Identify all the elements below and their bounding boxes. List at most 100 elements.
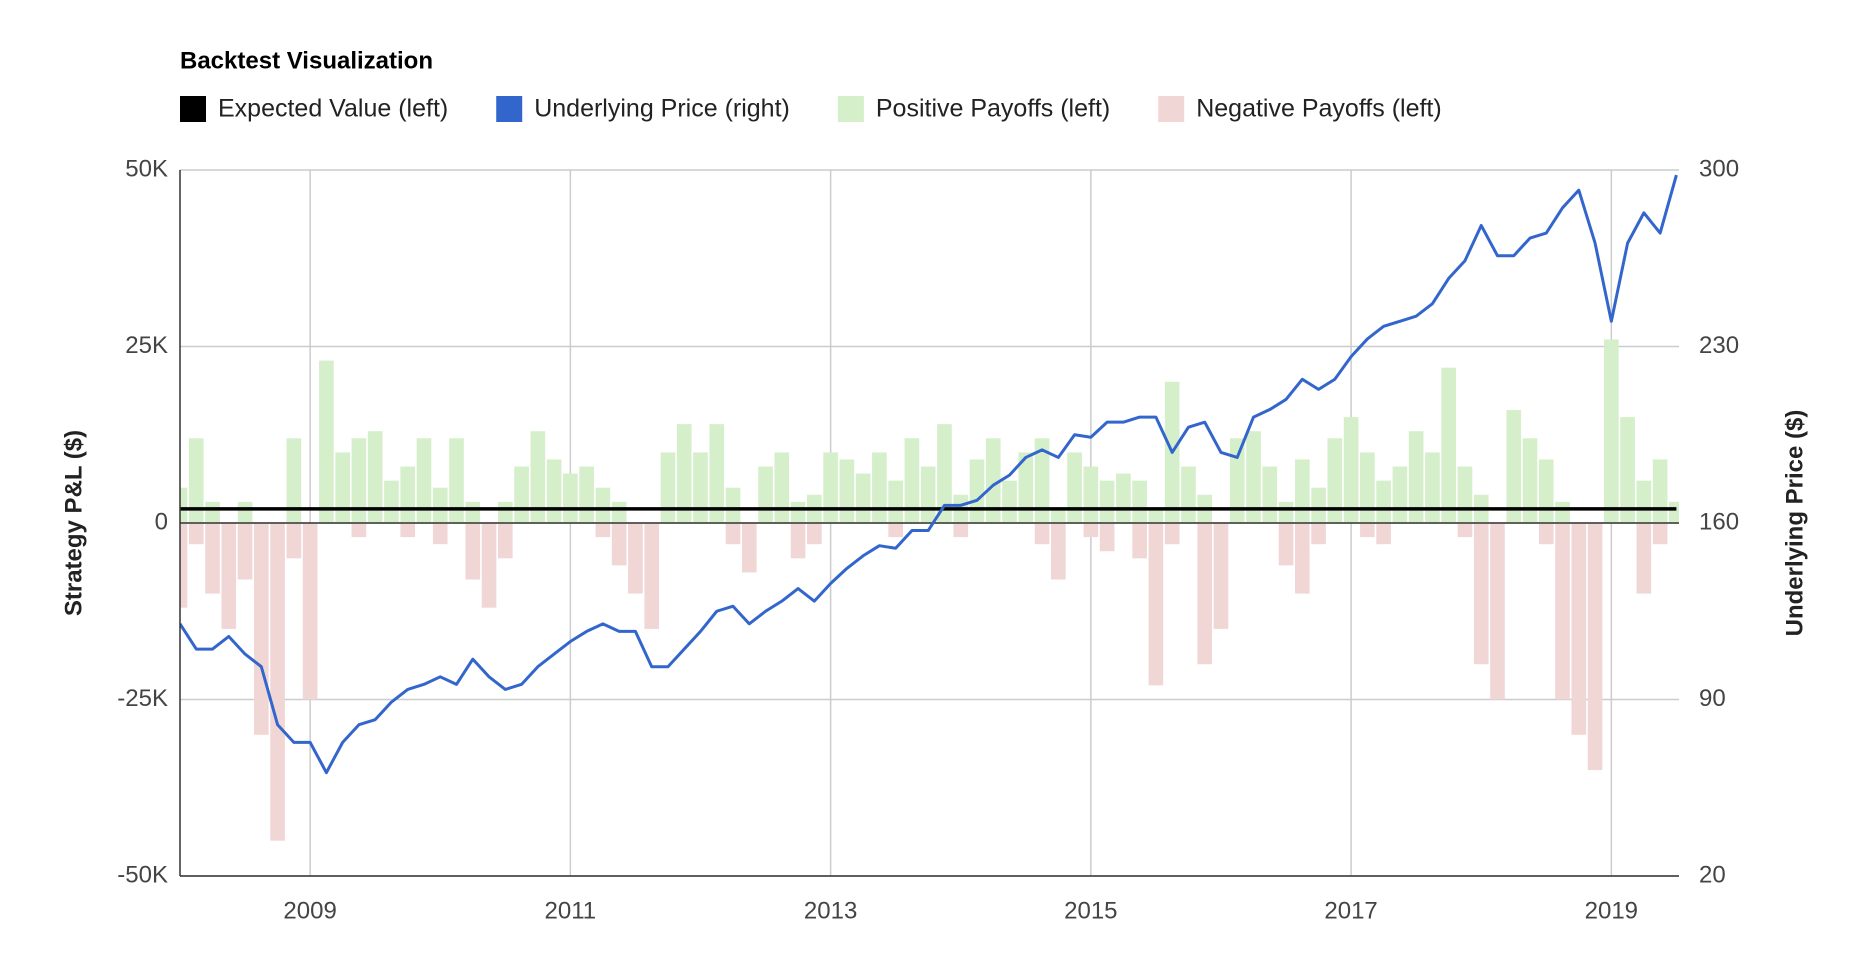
bar [611, 523, 627, 566]
bar [270, 523, 285, 841]
legend-label: Positive Payoffs (left) [876, 95, 1110, 123]
bar [1294, 523, 1310, 594]
bar [823, 452, 838, 523]
bar [1571, 523, 1587, 735]
bar [1457, 523, 1473, 538]
bar [335, 452, 350, 523]
bar [546, 459, 562, 523]
bar [1636, 480, 1652, 523]
bar [937, 424, 952, 523]
bar [1051, 508, 1066, 523]
y-tick-label: -50K [117, 861, 168, 888]
bar [1083, 523, 1099, 538]
bars [180, 339, 1679, 841]
bar [595, 487, 611, 523]
bar [709, 424, 725, 523]
bar [1587, 523, 1603, 771]
y2-tick-label: 20 [1699, 861, 1726, 888]
bar [839, 459, 855, 523]
y-tick-label: 50K [125, 155, 168, 182]
bar [351, 523, 367, 538]
bar [481, 523, 497, 608]
bar [319, 360, 334, 523]
bar [1555, 523, 1570, 700]
bar [1652, 523, 1668, 545]
bar [1441, 367, 1457, 523]
bar [774, 452, 790, 523]
bar [237, 501, 253, 523]
y2-tick-label: 160 [1699, 508, 1739, 535]
bar [1555, 501, 1570, 523]
bar [497, 523, 513, 559]
bar [1522, 438, 1538, 523]
bar [1392, 466, 1408, 523]
line-series [180, 174, 1678, 775]
y-tick-label: -25K [117, 685, 168, 712]
bar [1311, 523, 1326, 545]
bar [416, 438, 432, 523]
y2-axis-title: Underlying Price ($) [1781, 410, 1808, 637]
bar [1229, 438, 1245, 523]
bar [1376, 523, 1391, 545]
bar [367, 431, 383, 523]
bar [432, 523, 448, 545]
bar [1360, 452, 1375, 523]
x-tick-label: 2013 [804, 897, 857, 924]
bar [1213, 523, 1229, 629]
bar [628, 523, 643, 594]
bar [563, 473, 578, 523]
axes: 50K 25K 0 -25K -50K 300 230 160 90 20 2009 2011 2013… [117, 155, 1739, 924]
bar [741, 523, 757, 573]
legend-label: Negative Payoffs (left) [1196, 95, 1441, 123]
bar [286, 523, 302, 559]
bar [1132, 480, 1147, 523]
bar [888, 480, 903, 523]
bar [904, 438, 920, 523]
bar [1002, 480, 1017, 523]
bar [1408, 431, 1424, 523]
bar [660, 452, 676, 523]
bar [400, 466, 416, 523]
bar [790, 523, 806, 559]
bar [237, 523, 253, 580]
bar [530, 431, 546, 523]
bar [1148, 508, 1164, 523]
bar [449, 438, 464, 523]
bar [920, 466, 936, 523]
bar [1490, 523, 1505, 700]
x-tick-label: 2015 [1064, 897, 1117, 924]
bar [1278, 501, 1294, 523]
bar [595, 523, 611, 538]
bar [1294, 459, 1310, 523]
bar [465, 523, 481, 580]
bar [1181, 466, 1196, 523]
bar [1343, 417, 1359, 523]
bar [1164, 523, 1180, 545]
bar [205, 501, 220, 523]
y-tick-label: 0 [155, 508, 168, 535]
bar [1604, 339, 1619, 523]
bar [872, 452, 887, 523]
bar [400, 523, 416, 538]
bar [384, 480, 399, 523]
x-tick-label: 2011 [545, 897, 597, 924]
bar [1620, 417, 1635, 523]
bar [1246, 431, 1261, 523]
bar [286, 438, 302, 523]
bar [1473, 523, 1489, 665]
legend-swatch [496, 96, 523, 122]
bar [1099, 523, 1115, 552]
bar [1652, 459, 1668, 523]
bar [514, 466, 529, 523]
x-tick-label: 2017 [1324, 897, 1377, 924]
legend-label: Expected Value (left) [218, 95, 448, 123]
bar [497, 501, 513, 523]
legend-swatch [1158, 96, 1185, 122]
bar [465, 501, 481, 523]
bar [188, 438, 204, 523]
bar [953, 523, 969, 538]
bar [579, 466, 594, 523]
bar [302, 523, 318, 700]
bar [1360, 523, 1375, 538]
y2-tick-label: 300 [1699, 155, 1739, 182]
